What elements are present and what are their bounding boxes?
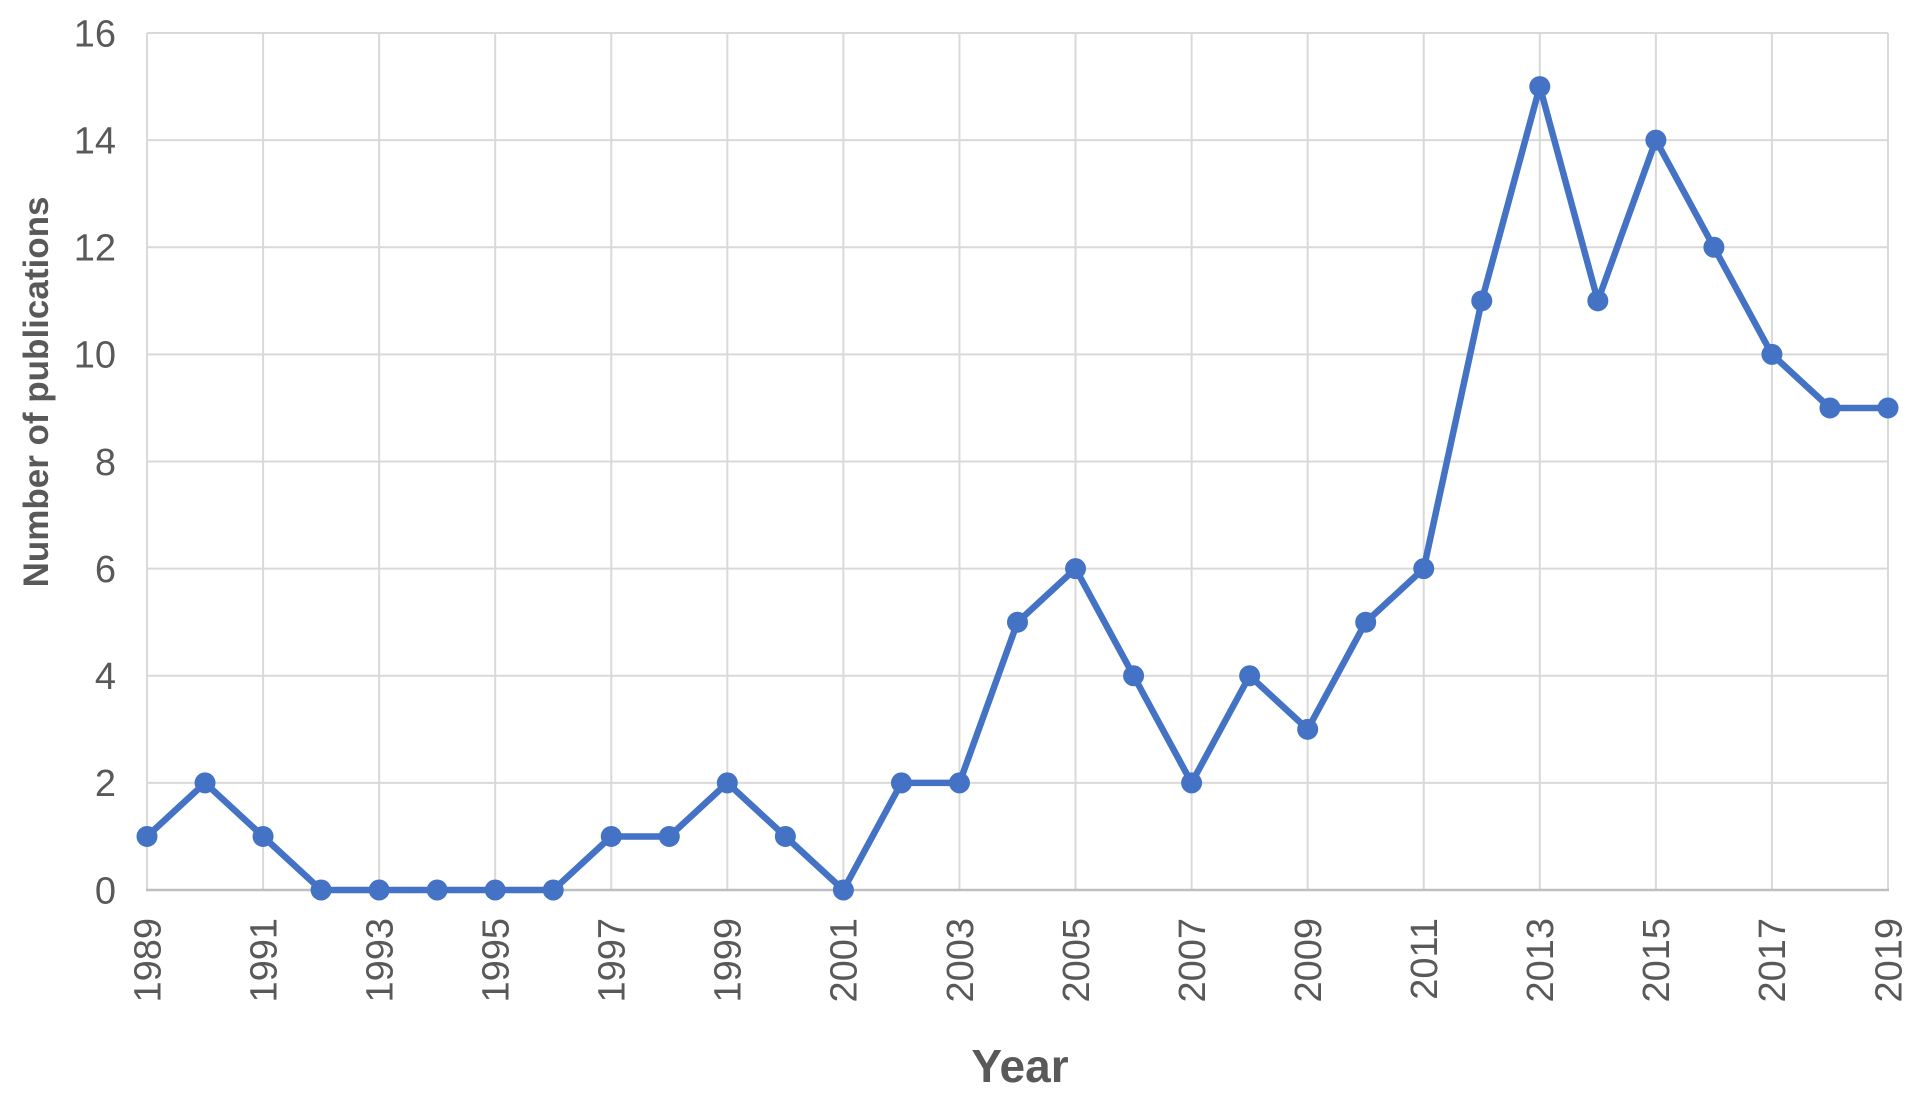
data-point-marker bbox=[252, 825, 274, 847]
data-point-marker bbox=[1065, 558, 1087, 580]
data-point-marker bbox=[658, 825, 680, 847]
data-point-marker bbox=[310, 879, 332, 901]
x-tick-label: 2017 bbox=[1752, 918, 1794, 1003]
x-tick-label: 2003 bbox=[940, 918, 982, 1003]
data-point-marker bbox=[1239, 665, 1261, 687]
data-point-marker bbox=[368, 879, 390, 901]
chart-layers: 0 2 4 6 8 10 12 14 16 1989 1991 1993 1995 1997 1999 200… bbox=[74, 13, 1911, 1002]
x-tick-label: 1991 bbox=[243, 918, 285, 1003]
data-point-marker bbox=[890, 772, 912, 794]
data-point-marker bbox=[1123, 665, 1145, 687]
data-point-marker bbox=[1181, 772, 1203, 794]
y-tick-label: 12 bbox=[74, 228, 116, 270]
y-tick-label: 2 bbox=[95, 763, 116, 805]
y-tick-label: 8 bbox=[95, 442, 116, 484]
y-tick-label: 0 bbox=[95, 870, 116, 912]
data-point-marker bbox=[426, 879, 448, 901]
x-tick-label: 2009 bbox=[1288, 918, 1330, 1003]
x-tick-label: 2019 bbox=[1868, 918, 1910, 1003]
y-tick-label: 14 bbox=[74, 120, 116, 162]
x-tick-label: 1993 bbox=[359, 918, 401, 1003]
x-tick-label: 2011 bbox=[1404, 918, 1446, 1000]
data-point-marker bbox=[1355, 611, 1377, 633]
y-tick-label: 10 bbox=[74, 335, 116, 377]
data-point-marker bbox=[1413, 558, 1435, 580]
x-tick-label: 1997 bbox=[592, 918, 634, 1003]
y-tick-label: 4 bbox=[95, 656, 116, 698]
data-point-marker bbox=[1471, 290, 1493, 312]
x-axis-title: Year bbox=[971, 1040, 1068, 1092]
data-point-marker bbox=[136, 825, 158, 847]
y-tick-label: 6 bbox=[95, 549, 116, 591]
x-tick-label: 2007 bbox=[1172, 918, 1214, 1003]
data-point-marker bbox=[1819, 397, 1841, 419]
data-point-marker bbox=[1529, 76, 1551, 98]
data-point-marker bbox=[832, 879, 854, 901]
x-tick-label: 1995 bbox=[476, 918, 518, 1003]
x-tick-label: 2001 bbox=[824, 918, 866, 1003]
data-point-marker bbox=[1007, 611, 1028, 633]
x-tick-label: 1999 bbox=[708, 918, 750, 1003]
data-point-marker bbox=[1877, 397, 1899, 419]
data-point-marker bbox=[1297, 718, 1319, 740]
x-tick-label: 2015 bbox=[1636, 918, 1678, 1003]
data-point-marker bbox=[1761, 343, 1783, 365]
x-tick-label: 1989 bbox=[127, 918, 169, 1003]
data-line bbox=[143, 83, 1892, 894]
data-point-marker bbox=[1587, 290, 1609, 312]
data-point-marker bbox=[484, 879, 506, 901]
data-point-marker bbox=[600, 825, 622, 847]
data-point-marker bbox=[194, 772, 216, 794]
y-tick-label: 16 bbox=[74, 13, 116, 55]
data-point-marker bbox=[1645, 129, 1667, 151]
data-point-marker bbox=[948, 772, 970, 794]
y-axis-title: Number of publications bbox=[17, 197, 56, 588]
data-point-marker bbox=[774, 825, 796, 847]
data-point-marker bbox=[1703, 236, 1725, 258]
data-point-marker bbox=[542, 879, 564, 901]
data-point-marker bbox=[716, 772, 738, 794]
x-tick-label: 2013 bbox=[1520, 918, 1562, 1003]
x-tick-label: 2005 bbox=[1056, 918, 1098, 1003]
